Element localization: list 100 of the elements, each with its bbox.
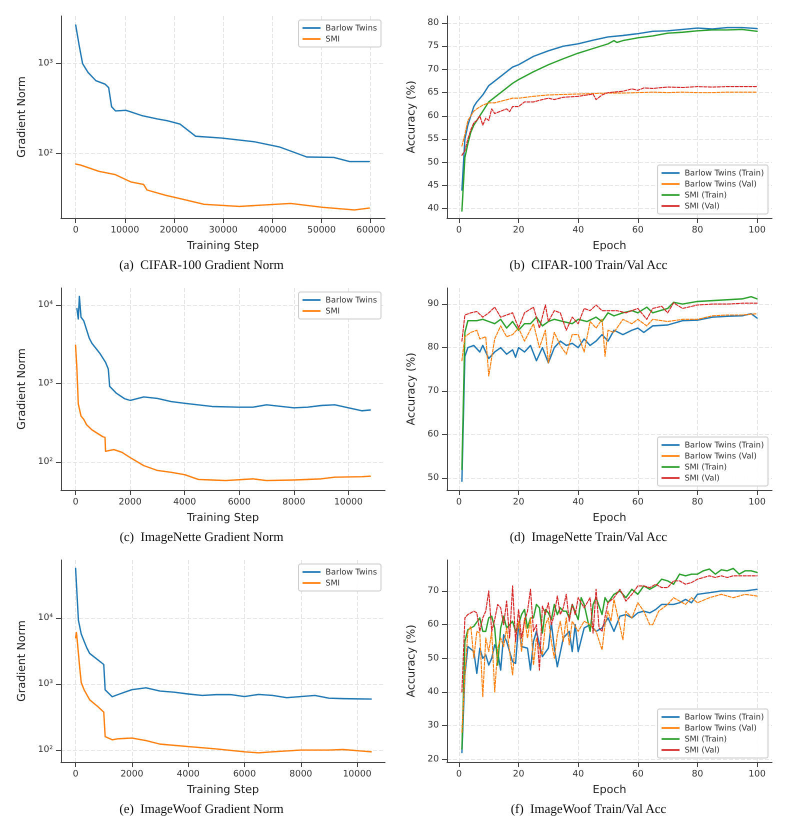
legend-label: Barlow Twins xyxy=(326,296,378,304)
x-tick-label: 10000 xyxy=(334,498,364,508)
y-tick-label: 65 xyxy=(428,88,439,98)
y-axis-title: Accuracy (%) xyxy=(404,624,418,698)
line-series xyxy=(461,575,758,693)
y-tick-label: 80 xyxy=(428,18,440,28)
x-tick-label: 80 xyxy=(692,770,704,780)
text: (c) ImageNette Gradient Norm xyxy=(120,529,284,544)
y-tick-label: 40 xyxy=(428,686,440,697)
x-tick-label: 0 xyxy=(456,226,462,236)
y-tick-label: 50 xyxy=(428,157,440,168)
line-series xyxy=(74,632,372,754)
y-tick-label: 60 xyxy=(428,430,440,440)
y-tick-label: 10³ xyxy=(38,678,54,689)
y-tick-label: 10² xyxy=(38,745,54,756)
x-tick-label: 60 xyxy=(632,226,644,236)
x-tick-label: 6000 xyxy=(228,498,252,508)
x-tick-label: 40 xyxy=(572,770,584,780)
x-tick-label: 2000 xyxy=(118,498,142,508)
y-tick-label: 10³ xyxy=(38,378,54,389)
line-series xyxy=(461,86,758,156)
x-tick-label: 10000 xyxy=(110,226,140,236)
x-tick-label: 100 xyxy=(748,226,766,236)
line-series xyxy=(461,92,758,147)
x-axis-title: Epoch xyxy=(592,238,626,252)
y-axis-title: Accuracy (%) xyxy=(404,80,418,154)
x-tick-label: 0 xyxy=(456,498,462,508)
legend-label: SMI (Train) xyxy=(684,462,727,472)
y-tick-label: 50 xyxy=(428,653,440,664)
legend-label: Barlow Twins (Train) xyxy=(684,440,764,450)
x-tick-label: 0 xyxy=(72,226,79,236)
line-series xyxy=(461,313,758,376)
line-series xyxy=(75,163,370,211)
y-axis-title: Gradient Norm xyxy=(15,348,28,430)
x-tick-label: 100 xyxy=(748,498,766,508)
legend-label: Barlow Twins (Val) xyxy=(684,180,757,188)
y-tick-label: 80 xyxy=(428,342,440,353)
y-tick-label: 10² xyxy=(38,457,54,468)
y-tick-label: 45 xyxy=(428,180,439,190)
x-tick-label: 80 xyxy=(692,226,704,236)
legend-label: SMI (Val) xyxy=(684,474,720,482)
y-tick-label: 55 xyxy=(428,134,439,144)
y-tick-label: 70 xyxy=(428,386,440,396)
y-axis-title: Accuracy (%) xyxy=(404,352,418,426)
y-tick-label: 60 xyxy=(428,620,440,630)
y-tick-label: 40 xyxy=(428,204,440,214)
text: (b) CIFAR-100 Train/Val Acc xyxy=(510,257,668,272)
x-tick-label: 8000 xyxy=(282,498,306,508)
legend-label: SMI (Val) xyxy=(684,746,720,754)
x-tick-label: 10000 xyxy=(342,770,372,780)
x-tick-label: 4000 xyxy=(173,498,196,508)
text: (e) ImageWoof Gradient Norm xyxy=(119,801,284,816)
line-series xyxy=(74,344,371,482)
legend-label: Barlow Twins xyxy=(326,24,378,32)
y-tick-label: 60 xyxy=(428,110,440,121)
y-tick-label: 10⁴ xyxy=(38,300,54,310)
line-series xyxy=(461,302,758,342)
x-tick-label: 0 xyxy=(72,498,79,508)
x-tick-label: 40 xyxy=(572,498,584,508)
legend-label: SMI (Train) xyxy=(684,190,727,200)
legend-label: Barlow Twins (Val) xyxy=(684,724,757,732)
y-tick-label: 10⁴ xyxy=(38,612,54,623)
x-tick-label: 100 xyxy=(748,770,766,780)
x-tick-label: 6000 xyxy=(233,770,256,780)
x-tick-label: 4000 xyxy=(176,770,200,780)
y-axis-title: Gradient Norm xyxy=(15,76,28,158)
x-tick-label: 20 xyxy=(512,226,525,236)
x-tick-label: 0 xyxy=(456,770,462,780)
y-tick-label: 50 xyxy=(428,473,440,484)
legend-label: SMI xyxy=(326,34,340,44)
text: (a) CIFAR-100 Gradient Norm xyxy=(119,257,284,272)
x-tick-label: 60 xyxy=(632,770,644,780)
legend-label: SMI xyxy=(326,578,340,588)
text: (f) ImageWoof Train/Val Acc xyxy=(510,801,667,816)
x-axis-title: Epoch xyxy=(592,510,626,524)
x-tick-label: 20 xyxy=(512,498,525,508)
x-tick-label: 60 xyxy=(632,498,644,508)
y-tick-label: 75 xyxy=(428,41,439,52)
y-tick-label: 20 xyxy=(428,754,440,764)
x-axis-title: Training Step xyxy=(186,238,259,252)
y-tick-label: 30 xyxy=(428,720,440,731)
legend-label: SMI xyxy=(326,306,340,316)
x-tick-label: 50000 xyxy=(307,226,336,236)
x-tick-label: 0 xyxy=(72,770,79,780)
legend-label: SMI (Train) xyxy=(684,734,727,744)
y-tick-label: 70 xyxy=(428,586,440,596)
legend-label: Barlow Twins (Val) xyxy=(684,452,757,460)
y-tick-label: 10³ xyxy=(38,58,54,69)
y-tick-label: 70 xyxy=(428,64,440,74)
x-tick-label: 40000 xyxy=(258,226,287,236)
legend-label: Barlow Twins xyxy=(326,568,378,576)
legend-label: SMI (Val) xyxy=(684,202,720,210)
x-tick-label: 80 xyxy=(692,498,704,508)
text: (d) ImageNette Train/Val Acc xyxy=(510,529,668,544)
x-axis-title: Epoch xyxy=(592,782,626,796)
x-tick-label: 60000 xyxy=(356,226,386,236)
x-tick-label: 20000 xyxy=(160,226,189,236)
x-tick-label: 40 xyxy=(572,226,584,236)
legend-label: Barlow Twins (Train) xyxy=(684,168,764,178)
x-axis-title: Training Step xyxy=(186,782,259,796)
